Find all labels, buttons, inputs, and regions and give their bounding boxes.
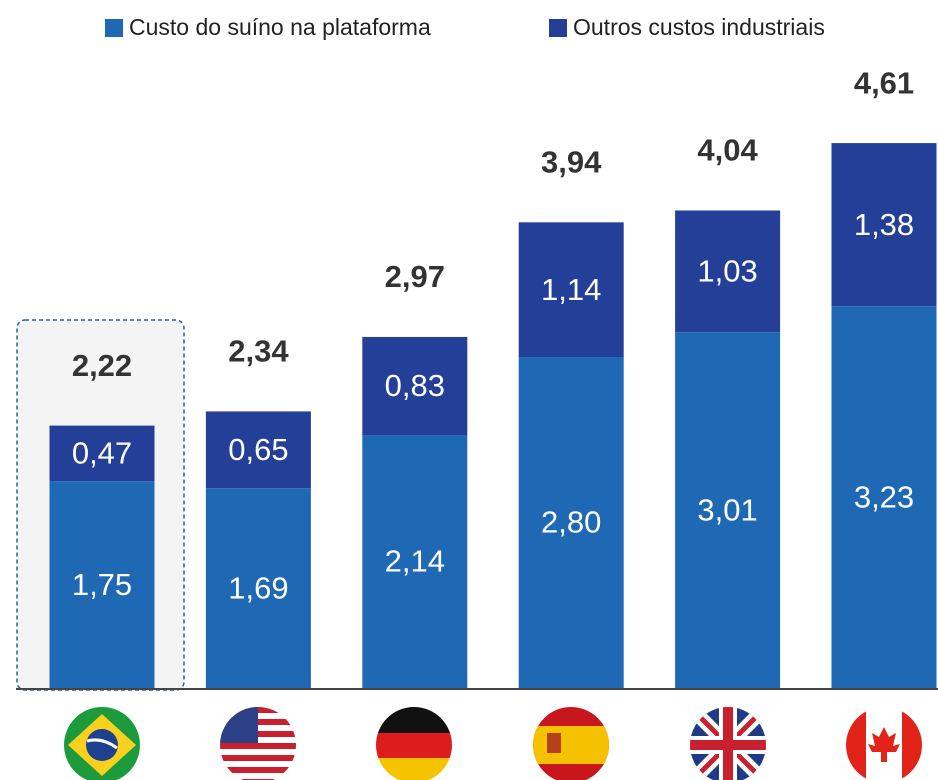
legend-label: Custo do suíno na plataforma	[129, 14, 431, 40]
bar-segment	[205, 488, 311, 688]
legend-swatch	[549, 19, 567, 37]
value-label: 3,23	[854, 479, 914, 514]
total-label: 3,94	[541, 144, 602, 179]
flag-spain	[533, 707, 609, 780]
value-label: 1,03	[697, 254, 757, 289]
bar-segment	[675, 210, 781, 333]
bar-segment	[831, 306, 937, 688]
bars: 1,75 0,47 2,22 1,69 0,65 2,34 2,14 0,83 2,97 2,80…	[49, 65, 937, 688]
value-label: 0,83	[385, 368, 445, 403]
legend: Custo do suíno na plataforma Outros cust…	[105, 14, 825, 40]
total-label: 4,61	[854, 65, 914, 100]
bar-segment	[49, 425, 155, 482]
total-label: 2,34	[228, 334, 289, 369]
bar-segment	[362, 435, 468, 688]
value-label: 0,65	[228, 432, 288, 467]
bar-segment	[518, 357, 624, 688]
total-label: 2,97	[385, 259, 445, 294]
bar-segment	[362, 336, 468, 436]
flag-germany	[376, 707, 452, 780]
flag-uk	[690, 707, 766, 780]
value-label: 1,38	[854, 207, 914, 242]
total-label: 2,22	[72, 348, 132, 383]
value-label: 1,75	[72, 567, 132, 602]
value-label: 1,69	[228, 570, 288, 605]
flag-brazil	[64, 707, 140, 780]
value-label: 2,14	[385, 544, 445, 579]
value-label: 2,80	[541, 505, 601, 540]
value-label: 3,01	[697, 492, 757, 527]
value-label: 0,47	[72, 436, 132, 471]
legend-swatch	[105, 19, 123, 37]
value-label: 1,14	[541, 272, 601, 307]
total-label: 4,04	[697, 133, 758, 168]
flag-canada	[846, 707, 922, 780]
legend-label: Outros custos industriais	[573, 14, 825, 40]
bar-segment	[205, 411, 311, 489]
bar-segment	[675, 332, 781, 688]
bar-segment	[831, 143, 937, 307]
bar-segment	[49, 481, 155, 688]
flags	[64, 707, 922, 780]
flag-usa	[220, 707, 296, 780]
bar-segment	[518, 222, 624, 358]
